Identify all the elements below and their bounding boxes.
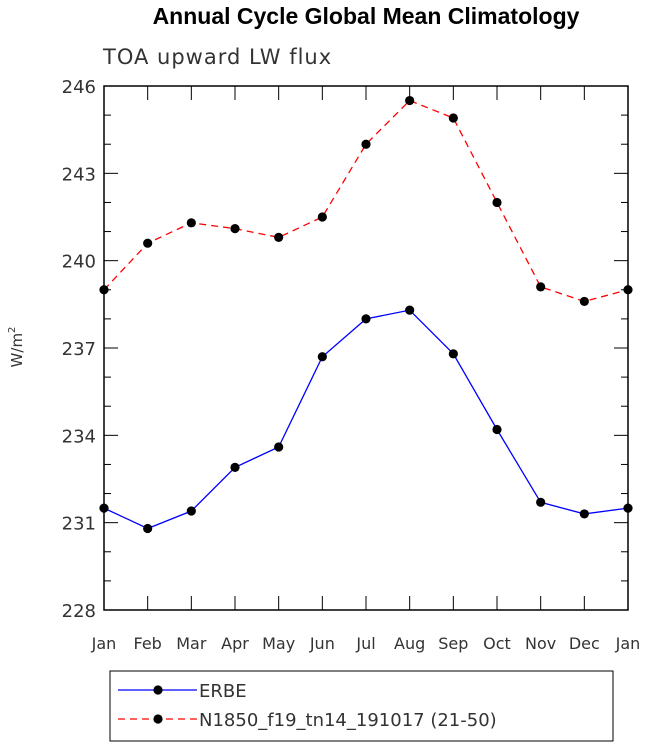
data-point (99, 285, 109, 295)
data-point (623, 285, 633, 295)
svg-text:W/m2: W/m2 (7, 327, 26, 368)
legend-label: N1850_f19_tn14_191017 (21-50) (199, 710, 497, 731)
x-tick-label: Jan (615, 634, 641, 653)
x-tick-label: Nov (525, 634, 556, 653)
legend-marker (153, 714, 163, 724)
y-tick-label: 237 (62, 339, 96, 360)
legend: ERBE N1850_f19_tn14_191017 (21-50) (109, 670, 614, 742)
y-tick-label: 243 (62, 164, 96, 185)
data-point (579, 509, 589, 519)
x-tick-label: Sep (438, 634, 468, 653)
y-tick-label: 231 (62, 514, 96, 535)
data-point (230, 462, 240, 472)
data-point (143, 238, 153, 248)
y-axis-label-text: W/m (8, 333, 26, 368)
data-point (536, 497, 546, 507)
data-point (186, 506, 196, 516)
data-point (274, 442, 284, 452)
x-tick-label: Feb (134, 634, 162, 653)
x-tick-label: Dec (569, 634, 600, 653)
plot-frame (103, 85, 629, 611)
y-tick-label: 234 (62, 426, 96, 447)
data-point (405, 95, 415, 106)
y-axis-label-superscript: 2 (7, 327, 18, 333)
data-point (186, 218, 196, 228)
legend-box (109, 670, 614, 742)
y-axis-label: W/m2 (7, 327, 26, 368)
data-point (492, 424, 502, 435)
x-tick-label: Jan (91, 634, 117, 653)
data-point (623, 503, 633, 513)
data-point (579, 296, 589, 307)
plot-area: 228 231 234 237 240 243 246 Jan Feb Mar Apr May Jun J… (62, 77, 641, 653)
legend-marker (153, 685, 163, 695)
y-tick-label: 240 (62, 252, 96, 273)
chart-title: Annual Cycle Global Mean Climatology (153, 3, 580, 29)
x-tick-label: Mar (176, 634, 207, 653)
data-point (405, 305, 415, 315)
x-tick-label: Oct (483, 634, 511, 653)
x-tick-label: Aug (394, 634, 425, 653)
data-point (492, 197, 502, 208)
y-tick-label: 228 (62, 601, 96, 622)
series-line-0 (103, 309, 629, 530)
x-tick-label: Apr (221, 634, 249, 653)
chart-subtitle: TOA upward LW flux (102, 45, 332, 69)
data-point (274, 232, 284, 242)
data-point (317, 352, 327, 362)
data-point (230, 224, 240, 234)
legend-label: ERBE (199, 681, 247, 702)
series-line-1 (103, 99, 629, 303)
x-tick-label: Jul (355, 634, 375, 653)
data-point (317, 212, 327, 222)
data-point (361, 314, 371, 324)
x-tick-label: Jun (309, 634, 335, 653)
data-point (143, 523, 153, 534)
x-tick-label: May (262, 634, 295, 653)
data-point (536, 282, 546, 292)
y-tick-label: 246 (62, 77, 96, 98)
data-point (448, 349, 458, 359)
data-point (99, 503, 109, 513)
data-point (448, 113, 458, 123)
data-point (361, 139, 371, 149)
